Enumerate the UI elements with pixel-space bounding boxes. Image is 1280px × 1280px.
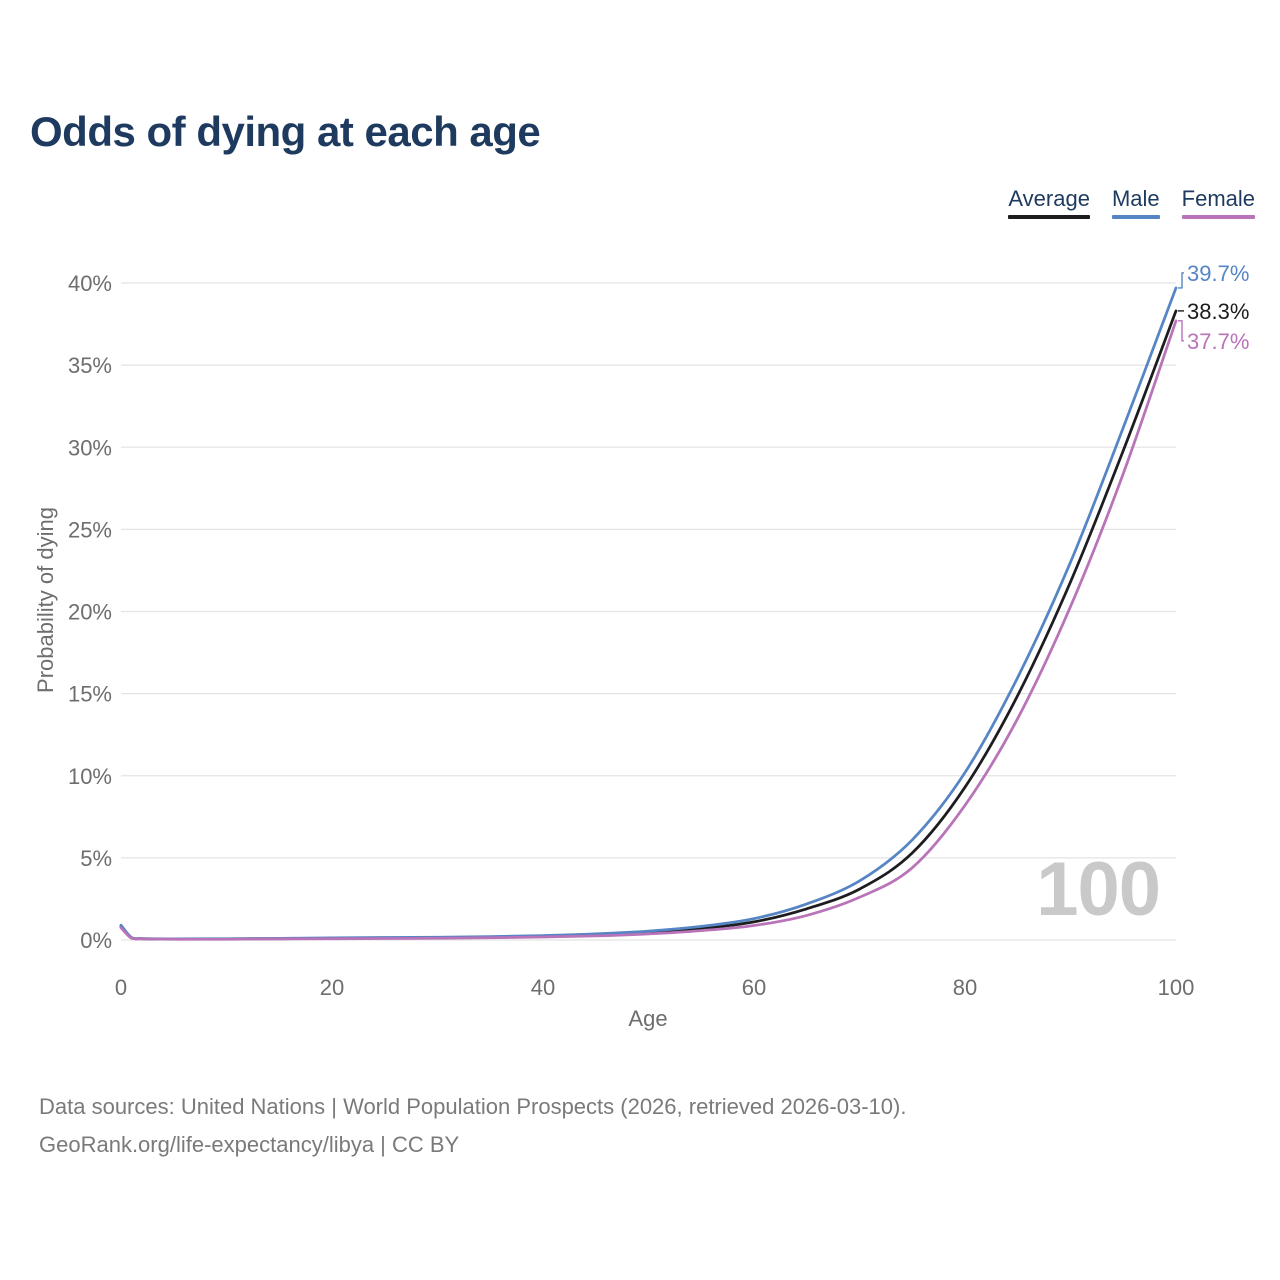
y-tick-label-5: 5% [80, 846, 112, 871]
legend-item-male[interactable]: Male [1111, 186, 1160, 219]
x-axis-title: Age [628, 1006, 668, 1031]
y-tick-label-20: 20% [68, 600, 112, 625]
x-tick-label-100: 100 [1158, 975, 1195, 1000]
legend-swatch-female [1181, 215, 1255, 219]
series-line-female[interactable] [119, 319, 1178, 941]
y-tick-label-15: 15% [68, 682, 112, 707]
legend-label-male: Male [1111, 186, 1160, 211]
page-title: Odds of dying at each age [30, 108, 541, 155]
footer-attribution: Data sources: United Nations | World Pop… [39, 1088, 906, 1164]
legend-swatch-male [1111, 215, 1160, 219]
legend-label-average: Average [1008, 186, 1090, 211]
legend-label-female: Female [1181, 186, 1255, 211]
y-tick-label-25: 25% [68, 517, 112, 542]
y-tick-label-0: 0% [80, 928, 112, 953]
y-tick-label-40: 40% [68, 271, 112, 296]
legend-swatch-average [1008, 215, 1090, 219]
series-line-male[interactable] [119, 286, 1178, 941]
x-tick-label-20: 20 [320, 975, 344, 1000]
y-tick-label-30: 30% [68, 435, 112, 460]
y-tick-label-35: 35% [68, 353, 112, 378]
end-label-leader-female [1178, 320, 1184, 342]
y-tick-label-10: 10% [68, 764, 112, 789]
end-label-average: 38.3% [1187, 299, 1249, 324]
x-tick-label-60: 60 [742, 975, 766, 1000]
end-label-female: 37.7% [1187, 329, 1249, 354]
series-line-average[interactable] [119, 309, 1178, 941]
legend-item-female[interactable]: Female [1181, 186, 1255, 219]
footer-line-url: GeoRank.org/life-expectancy/libya | CC B… [39, 1132, 460, 1157]
legend-item-average[interactable]: Average [1008, 186, 1090, 219]
end-label-leader-male [1178, 272, 1184, 289]
end-label-male: 39.7% [1187, 261, 1249, 286]
x-tick-label-80: 80 [953, 975, 977, 1000]
age-watermark: 100 [1036, 847, 1161, 932]
x-tick-label-0: 0 [115, 975, 127, 1000]
footer-line-datasources: Data sources: United Nations | World Pop… [39, 1094, 907, 1119]
legend: Average Male Female [1008, 186, 1255, 219]
x-tick-label-40: 40 [531, 975, 555, 1000]
